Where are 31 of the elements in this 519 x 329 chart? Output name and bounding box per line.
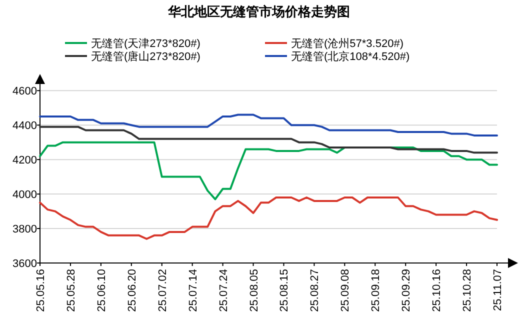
y-tick-label: 3800 (12, 224, 37, 236)
x-tick-label: 25.08.27 (309, 269, 322, 312)
line-series (39, 141, 498, 200)
x-tick-label: 25.09.08 (340, 269, 352, 312)
x-tick-label: 25.09.29 (400, 269, 413, 312)
y-tick-label: 3600 (12, 258, 37, 270)
x-tick-label: 25.11.07 (492, 269, 504, 312)
line-series (39, 114, 498, 136)
chart-title: 华北地区无缝管市场价格走势图 (167, 4, 350, 19)
x-tick-label: 25.10.28 (462, 269, 474, 312)
x-tick-label: 25.10.16 (431, 269, 444, 312)
x-tick-label: 25.08.05 (248, 269, 260, 312)
legend-label: 无缝管(北京108*4.520#) (291, 50, 410, 63)
y-tick-label: 4200 (12, 154, 37, 167)
x-tick-label: 25.08.15 (278, 269, 291, 312)
y-tick-label: 4400 (12, 120, 37, 132)
y-tick-label: 4600 (12, 86, 37, 98)
line-series (39, 126, 498, 154)
x-tick-label: 25.06.10 (96, 269, 108, 312)
x-tick-label: 25.05.16 (35, 269, 47, 312)
legend-label: 无缝管(天津273*820#) (91, 37, 200, 50)
x-tick-label: 25.07.02 (156, 269, 169, 312)
x-tick-label: 25.05.28 (65, 269, 78, 312)
legend-label: 无缝管(唐山273*820#) (91, 50, 200, 63)
x-tick-label: 25.07.14 (187, 269, 200, 312)
x-tick-label: 25.09.18 (370, 269, 382, 312)
y-tick-label: 4000 (12, 189, 37, 202)
x-tick-label: 25.06.20 (126, 269, 138, 312)
x-tick-label: 25.07.24 (218, 269, 230, 312)
line-series (39, 196, 498, 240)
legend-label: 无缝管(沧州57*3.520#) (291, 37, 404, 50)
